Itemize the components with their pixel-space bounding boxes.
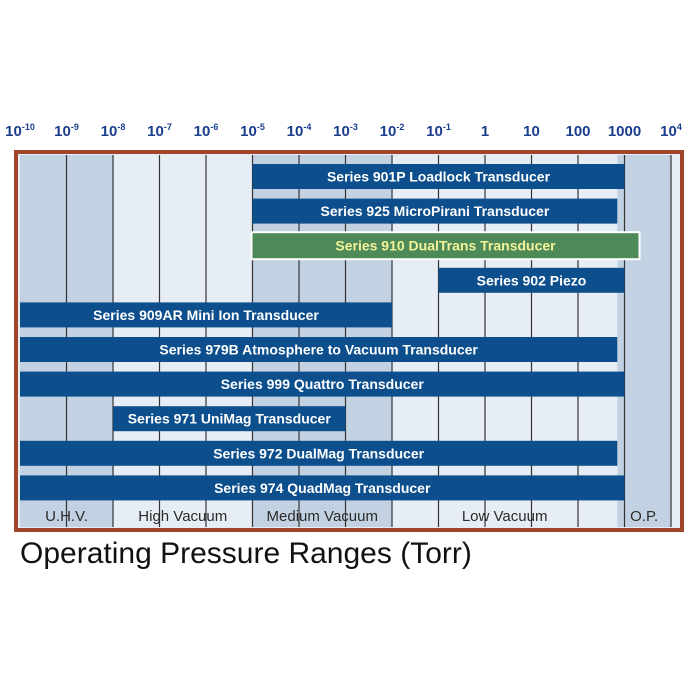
x-tick-label: 10 <box>523 123 540 140</box>
range-bar: Series 902 Piezo <box>438 267 625 293</box>
range-bar-label: Series 979B Atmosphere to Vacuum Transdu… <box>159 342 478 358</box>
x-tick-label: 1 <box>481 123 489 140</box>
range-bar-label: Series 902 Piezo <box>477 272 587 288</box>
x-tick-label: 10-4 <box>287 122 312 140</box>
range-bar: Series 909AR Mini Ion Transducer <box>20 302 392 328</box>
range-bar-label: Series 971 UniMag Transducer <box>128 411 332 427</box>
range-bar: Series 925 MicroPirani Transducer <box>252 198 618 224</box>
chart-caption: Operating Pressure Ranges (Torr) <box>20 537 472 570</box>
range-bar-rect <box>20 302 392 328</box>
x-tick-label: 10-8 <box>101 122 126 140</box>
range-bar-rect <box>252 164 625 189</box>
range-bar: Series 971 UniMag Transducer <box>113 406 346 432</box>
range-bar-rect <box>20 337 618 362</box>
x-tick-label: 10-7 <box>147 122 172 140</box>
range-bar-label: Series 972 DualMag Transducer <box>213 445 424 461</box>
x-tick-label: 104 <box>660 122 682 140</box>
x-tick-label: 10-9 <box>54 122 79 140</box>
range-bar: Series 974 QuadMag Transducer <box>20 475 625 501</box>
range-bar: Series 972 DualMag Transducer <box>20 440 618 466</box>
region-label: O.P. <box>630 508 658 525</box>
range-bar-label: Series 910 DualTrans Transducer <box>335 238 556 254</box>
range-bar: Series 979B Atmosphere to Vacuum Transdu… <box>20 337 618 362</box>
x-tick-labels: 10-10 10-9 10-8 10-7 10-6 10-5 10-4 10-3 10-2 10-… <box>5 122 682 140</box>
region-label: Medium Vacuum <box>267 508 378 525</box>
range-bar-rect <box>252 233 639 259</box>
x-tick-label: 10-2 <box>380 122 405 140</box>
x-tick-label: 10-10 <box>5 122 35 140</box>
range-bar: Series 910 DualTrans Transducer <box>250 231 641 261</box>
range-bar-rect <box>113 406 346 432</box>
range-bar-rect <box>252 198 618 224</box>
range-bar: Series 999 Quattro Transducer <box>20 371 625 397</box>
chart-frame <box>14 150 684 532</box>
range-bar-rect <box>20 475 625 501</box>
x-tick-label: 1000 <box>608 123 641 140</box>
bars: Series 901P Loadlock Transducer Series 92… <box>20 164 641 501</box>
range-bar-label: Series 974 QuadMag Transducer <box>214 480 431 496</box>
x-tick-label: 10-3 <box>333 122 358 140</box>
range-bar-rect <box>20 440 618 466</box>
range-bar-label: Series 901P Loadlock Transducer <box>327 169 551 185</box>
range-bar-label: Series 909AR Mini Ion Transducer <box>93 307 319 323</box>
x-tick-label: 10-1 <box>426 122 451 140</box>
region-label: U.H.V. <box>45 508 88 525</box>
x-tick-label: 100 <box>565 123 590 140</box>
range-bar: Series 901P Loadlock Transducer <box>252 164 625 189</box>
region-label: High Vacuum <box>138 508 227 525</box>
region-band <box>617 155 671 527</box>
region-label: Low Vacuum <box>462 508 548 525</box>
range-bar-rect <box>20 371 625 397</box>
x-tick-label: 10-6 <box>194 122 219 140</box>
region-labels: U.H.V. High Vacuum Medium Vacuum Low Vacuum… <box>45 508 658 525</box>
x-tick-label: 10-5 <box>240 122 265 140</box>
range-bar-label: Series 925 MicroPirani Transducer <box>321 203 550 219</box>
range-bar-label: Series 999 Quattro Transducer <box>221 376 425 392</box>
range-bar-rect <box>438 267 625 293</box>
